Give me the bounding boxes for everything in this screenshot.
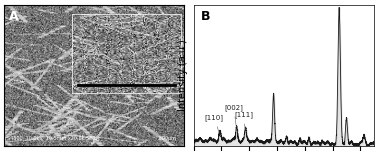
Text: [002]: [002] [225, 104, 243, 127]
Text: A: A [9, 10, 19, 23]
Text: S4800  10.0kV  10.5mm x20.0k SE(U): S4800 10.0kV 10.5mm x20.0k SE(U) [8, 136, 100, 141]
Text: [110]: [110] [205, 114, 224, 132]
Text: 2.00μm: 2.00μm [157, 136, 176, 141]
Text: [111]: [111] [234, 112, 253, 130]
Y-axis label: Intensity (a.u.): Intensity (a.u.) [178, 40, 188, 111]
Text: B: B [201, 10, 210, 23]
